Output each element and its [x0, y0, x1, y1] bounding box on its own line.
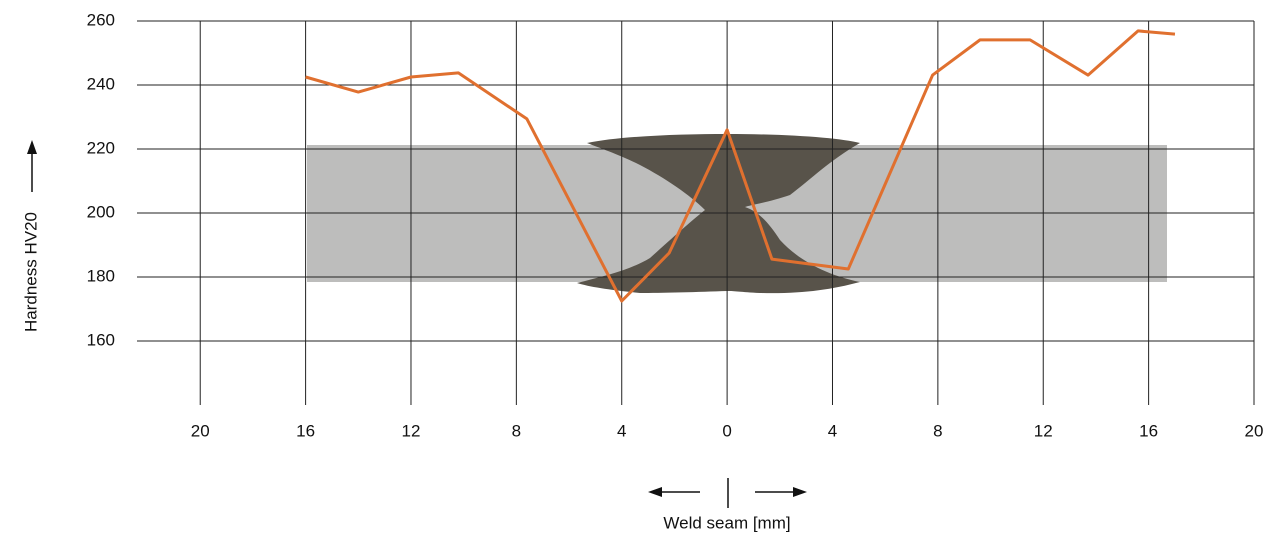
y-tick-label: 240 — [87, 74, 115, 93]
x-tick-label: 4 — [828, 421, 837, 440]
x-tick-label: 8 — [933, 421, 942, 440]
x-tick-label: 20 — [1245, 421, 1264, 440]
x-tick-label: 12 — [1034, 421, 1053, 440]
x-tick-label: 20 — [191, 421, 210, 440]
y-tick-label: 180 — [87, 266, 115, 285]
data-line — [305, 29, 1176, 303]
x-tick-label: 4 — [617, 421, 626, 440]
y-axis-label: Hardness HV20 — [21, 212, 40, 332]
y-tick-label: 200 — [87, 202, 115, 221]
left-arrow-head — [648, 487, 662, 497]
x-axis-label: Weld seam [mm] — [663, 513, 790, 532]
y-tick-label: 260 — [87, 10, 115, 29]
x-tick-label: 12 — [402, 421, 421, 440]
y-tick-label: 160 — [87, 330, 115, 349]
y-tick-label: 220 — [87, 138, 115, 157]
weld-seam — [577, 134, 860, 294]
right-arrow-head — [793, 487, 807, 497]
x-tick-label: 16 — [1139, 421, 1158, 440]
y-arrow-head — [27, 140, 37, 154]
x-tick-label: 0 — [722, 421, 731, 440]
x-tick-label: 16 — [296, 421, 315, 440]
x-tick-label: 8 — [512, 421, 521, 440]
grid — [137, 20, 1255, 405]
